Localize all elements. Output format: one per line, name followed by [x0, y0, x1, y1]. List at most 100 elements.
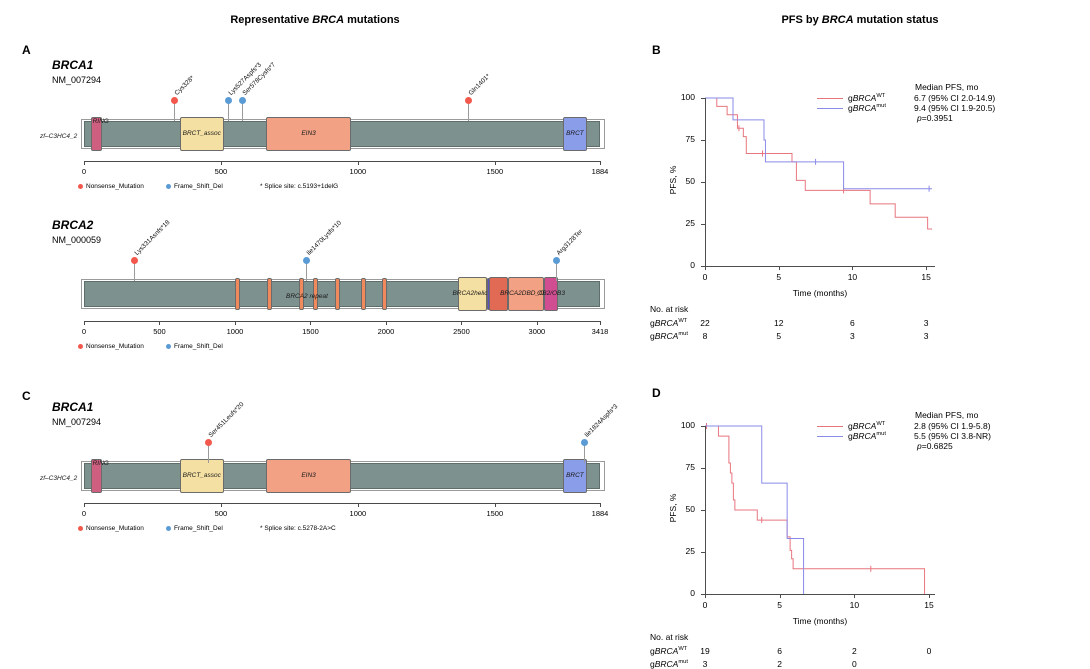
legend-header: Median PFS, mo [915, 410, 979, 420]
y-axis-tick-label: 75 [685, 462, 695, 472]
axis-tick-label: 1000 [226, 327, 244, 336]
mutation-label-ile1824aspfs-3: Ile1824Aspfs*3 [583, 403, 619, 439]
y-axis-tick-label: 0 [690, 588, 695, 598]
legend-series-name: gBRCAWT [848, 421, 886, 431]
mutation-dot-ile1470lysfs-10[interactable] [302, 257, 310, 264]
legend-median-pfs: 9.4 (95% CI 1.9-20.5) [914, 103, 996, 113]
km-plot-panel-b: 0 25 50 75 100 0 5 10 15 PFS, % Time (months) Media… [645, 58, 1090, 341]
mutation-dot-ser451leufs-20[interactable] [204, 439, 212, 446]
domain-brct: BRCT [563, 459, 587, 493]
x-axis-tick [779, 594, 781, 598]
km-legend: Median PFS, mo gBRCAWT 2.8 (95% CI 1.9-5.8… [817, 410, 991, 451]
risk-value: 3 [923, 318, 929, 328]
axis-tick-label: 0 [81, 509, 87, 518]
y-axis-tick-label: 50 [685, 176, 695, 186]
km-curve-gBRCAmut [705, 425, 805, 594]
risk-value: 22 [700, 318, 710, 328]
legend-line [817, 425, 843, 427]
risk-value: 6 [850, 318, 855, 328]
legend-dot [166, 344, 171, 349]
mutation-stem [305, 263, 307, 281]
mutation-type-legend-frame-shift-del: Frame_Shift_Del [166, 525, 223, 532]
legend-line [817, 435, 843, 437]
legend-label: Frame_Shift_Del [174, 525, 223, 532]
splice-site-note: * Splice site: c.5193+1delG [260, 183, 339, 190]
x-axis-tick-label: 5 [776, 272, 782, 282]
panel-letter-b: B [652, 43, 661, 57]
panel-letter-a: A [22, 43, 31, 57]
axis-tick [357, 161, 359, 165]
domain-ein3: EIN3 [266, 117, 352, 151]
mutation-stem [583, 445, 585, 463]
x-axis-tick-label: 0 [702, 600, 708, 610]
mutation-dot-ser578cysfs-7[interactable] [239, 97, 247, 104]
figure-root: Representative BRCA mutations PFS by BRC… [0, 14, 1090, 669]
x-axis-tick-label: 10 [847, 272, 858, 282]
domain-brca2-helical: BRCA2 helical [452, 277, 493, 311]
panel-letter-c: C [22, 389, 31, 403]
risk-value: 0 [851, 659, 857, 669]
domain-bar-9 [486, 278, 490, 310]
axis-tick [494, 161, 496, 165]
x-axis [705, 594, 935, 595]
axis-tick [234, 321, 236, 325]
position-axis [84, 161, 600, 162]
axis-tick [220, 503, 222, 507]
axis-tick-label: 3000 [528, 327, 546, 336]
axis-tick [84, 503, 85, 507]
mutation-stem [467, 103, 469, 121]
mutation-stem [242, 103, 244, 121]
legend-dot [78, 344, 83, 349]
legend-label: Nonsense_Mutation [86, 343, 144, 350]
domain-label-zf-c3hc4-2: zf–C3HC4_2 [40, 133, 78, 140]
axis-tick [159, 321, 161, 325]
left-figure-title: Representative BRCA mutations [230, 14, 400, 26]
legend-series-name: gBRCAWT [848, 93, 886, 103]
x-axis-tick-label: 15 [924, 600, 934, 610]
axis-tick [600, 161, 601, 165]
domain-ring: RING [90, 117, 109, 151]
domain-ein3: EIN3 [266, 459, 352, 493]
panel-letter-d: D [652, 386, 661, 400]
risk-value: 2 [777, 659, 783, 669]
lollipop-panel-c-brca1: BRCA1 NM_007294 RING zf–C3HC4_2 BRCT_assoc EI… [0, 400, 640, 545]
mutation-dot-gln1401-[interactable] [464, 97, 472, 104]
legend-pvalue: p=0.6825 [917, 441, 953, 451]
domain-bar-2 [298, 278, 304, 310]
mutation-type-legend-nonsense-mutation: Nonsense_Mutation [78, 343, 144, 350]
risk-value: 0 [926, 646, 932, 656]
mutation-stem [207, 445, 209, 463]
y-axis-tick [701, 98, 705, 99]
domain-label-zf-c3hc4-2: zf–C3HC4_2 [40, 475, 78, 482]
accession-label: NM_000059 [52, 235, 102, 245]
domain-brct-assoc: BRCT_assoc [179, 459, 224, 493]
x-axis-tick [929, 594, 931, 598]
domain-bar-0 [235, 278, 241, 310]
mutation-dot-cys328-[interactable] [170, 97, 178, 104]
mutation-dot-lys331asnfs-18[interactable] [130, 257, 138, 264]
risk-value: 3 [923, 331, 929, 341]
axis-tick [385, 321, 387, 325]
x-axis-tick [705, 594, 706, 598]
gene-name: BRCA2 [52, 218, 94, 232]
risk-row-label-gBRCAmut: gBRCAmut [650, 659, 688, 669]
y-axis-tick-label: 100 [680, 420, 695, 430]
y-axis-label: PFS, % [668, 165, 678, 195]
mutation-dot-ile1824aspfs-3[interactable] [580, 439, 588, 446]
legend-median-pfs: 5.5 (95% CI 3.8-NR) [914, 431, 991, 441]
legend-line [817, 97, 843, 99]
axis-tick [84, 161, 85, 165]
y-axis-tick-label: 100 [680, 92, 695, 102]
risk-value: 3 [702, 659, 708, 669]
x-axis-tick [854, 594, 856, 598]
km-plot-panel-d: 0 25 50 75 100 0 5 10 15 PFS, % Time (months) Media… [645, 386, 1090, 669]
y-axis-tick [701, 224, 705, 225]
legend-dot [166, 184, 171, 189]
risk-row-label-gBRCAWT: gBRCAWT [650, 318, 688, 328]
mutation-stem [173, 103, 175, 121]
x-axis-label: Time (months) [792, 288, 848, 298]
mutation-dot-arg3128ter[interactable] [553, 257, 561, 264]
x-axis-label: Time (months) [792, 616, 848, 626]
mutation-dot-lys527aspfs-3[interactable] [225, 97, 233, 104]
axis-tick [600, 503, 601, 507]
